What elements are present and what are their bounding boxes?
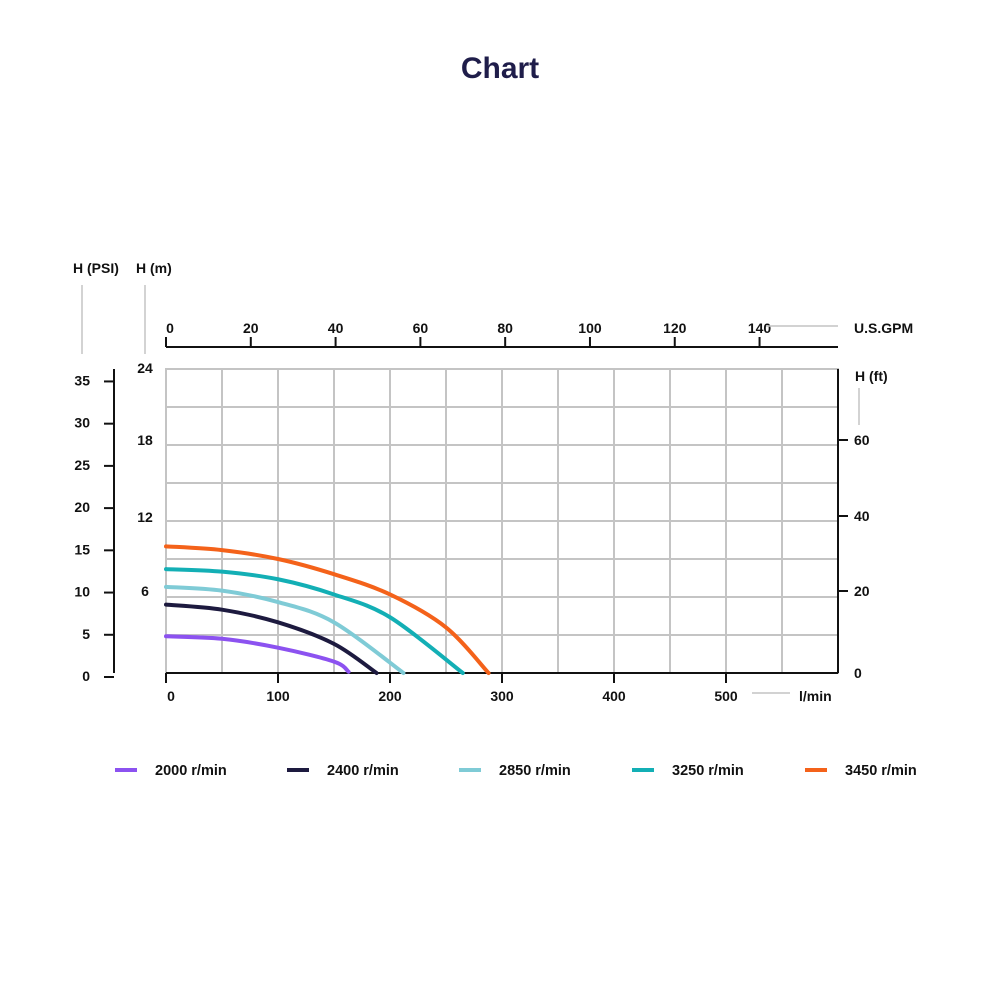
- psi-tick-label: 10: [74, 584, 90, 600]
- x-tick-label: 400: [602, 688, 626, 704]
- x-axis-label: l/min: [799, 688, 832, 704]
- psi-axis-label: H (PSI): [73, 260, 119, 276]
- top-tick-label: 20: [243, 320, 259, 336]
- m-tick-label: 18: [137, 432, 153, 448]
- m-tick-label: 24: [137, 360, 153, 376]
- x-tick-label: 500: [714, 688, 738, 704]
- legend-item: 3450 r/min: [805, 763, 917, 779]
- legend: 2000 r/min 2400 r/min 2850 r/min 3250 r/min…: [115, 763, 917, 779]
- legend-label: 2400 r/min: [327, 763, 399, 779]
- legend-item: 2400 r/min: [287, 763, 399, 779]
- top-tick-label: 120: [663, 320, 687, 336]
- ft-tick-label: 60: [854, 432, 870, 448]
- curve-2000: [164, 634, 351, 674]
- top-tick-label: 140: [748, 320, 772, 336]
- legend-label: 2850 r/min: [499, 763, 571, 779]
- legend-label: 2000 r/min: [155, 763, 227, 779]
- psi-tick-label: 25: [74, 457, 90, 473]
- psi-tick-label: 20: [74, 499, 90, 515]
- psi-tick-label: 30: [74, 415, 90, 431]
- legend-item: 2000 r/min: [115, 763, 227, 779]
- ft-tick-label: 0: [854, 665, 862, 681]
- curve-2400: [164, 602, 379, 675]
- x-tick-label: 200: [378, 688, 402, 704]
- ft-tick-label: 40: [854, 508, 870, 524]
- psi-tick-label: 15: [74, 541, 90, 557]
- legend-item: 3250 r/min: [632, 763, 744, 779]
- psi-tick-label: 5: [82, 626, 90, 642]
- performance-curves: [164, 544, 491, 675]
- top-axis-label: U.S.GPM: [854, 320, 913, 336]
- legend-item: 2850 r/min: [459, 763, 571, 779]
- legend-label: 3250 r/min: [672, 763, 744, 779]
- top-tick-label: 0: [166, 320, 174, 336]
- x-tick-label: 100: [266, 688, 290, 704]
- grid-lines: [165, 368, 839, 674]
- top-tick-label: 40: [328, 320, 344, 336]
- psi-tick-label: 0: [82, 668, 90, 684]
- top-tick-label: 100: [578, 320, 602, 336]
- m-tick-label: 12: [137, 509, 153, 525]
- x-tick-label: 300: [490, 688, 514, 704]
- curve-2850: [164, 584, 406, 675]
- curve-3250: [164, 567, 465, 675]
- curve-3450: [164, 544, 491, 675]
- top-tick-label: 60: [413, 320, 429, 336]
- x-tick-label: 0: [167, 688, 175, 704]
- ft-tick-label: 20: [854, 583, 870, 599]
- psi-tick-label: 35: [74, 372, 90, 388]
- top-tick-label: 80: [497, 320, 513, 336]
- ft-axis-label: H (ft): [855, 368, 888, 384]
- chart-title: Chart: [460, 52, 540, 85]
- m-tick-label: 6: [141, 583, 149, 599]
- m-axis-label: H (m): [136, 260, 172, 276]
- legend-label: 3450 r/min: [845, 763, 917, 779]
